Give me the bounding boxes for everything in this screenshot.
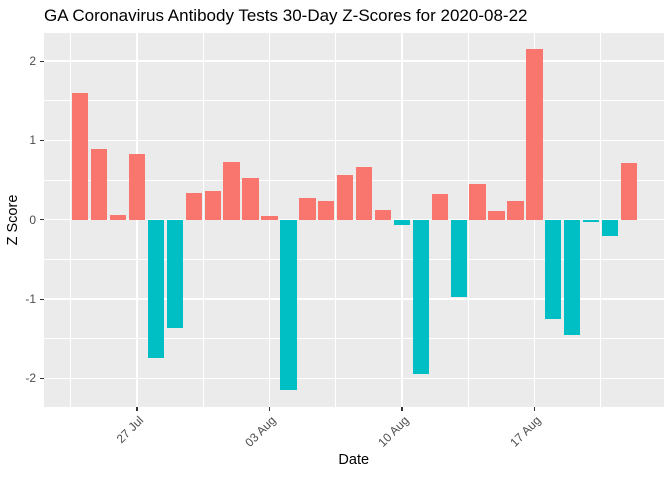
bar-positive (223, 161, 240, 220)
y-axis-tick (40, 298, 44, 300)
major-gridline-h (44, 298, 664, 300)
major-gridline-v (533, 32, 536, 407)
major-gridline-h (44, 60, 664, 62)
major-gridline-v (136, 32, 138, 407)
minor-gridline-v (70, 32, 72, 407)
bar-negative (147, 219, 165, 358)
minor-gridline-v (600, 32, 602, 407)
bar-positive (469, 184, 486, 220)
x-tick-label: 03 Aug (242, 413, 279, 450)
x-tick-label: 10 Aug (374, 413, 412, 450)
minor-gridline-v (467, 32, 469, 407)
bar-negative (564, 219, 581, 335)
y-tick-label: 1 (29, 133, 36, 148)
bar-positive (374, 210, 392, 220)
major-gridline-h (44, 219, 664, 221)
bar-positive (72, 92, 89, 220)
x-tick-label: 27 Jul (113, 413, 147, 446)
major-gridline-v (268, 32, 271, 407)
x-axis-tick (533, 407, 535, 411)
bar-negative (450, 219, 467, 297)
minor-gridline-v (202, 32, 204, 407)
bar-positive (242, 177, 259, 220)
bar-positive (261, 215, 278, 220)
minor-gridline-h (44, 179, 664, 181)
bar-positive (204, 191, 221, 220)
bar-positive (91, 149, 108, 220)
y-axis-tick (40, 60, 44, 62)
y-tick-label: 0 (29, 212, 36, 227)
bar-negative (601, 219, 619, 237)
bar-positive (185, 192, 202, 220)
bar-positive (336, 175, 354, 220)
bar-negative (280, 219, 297, 390)
bar-positive (526, 49, 543, 220)
bar-positive (109, 214, 127, 220)
x-axis-tick (136, 407, 138, 411)
x-tick-label: 17 Aug (507, 413, 544, 450)
y-axis-tick (40, 219, 44, 221)
bar-negative (545, 219, 562, 319)
bar-negative (166, 219, 184, 329)
bar-negative (412, 219, 430, 375)
major-gridline-h (44, 377, 664, 380)
chart-title: GA Coronavirus Antibody Tests 30-Day Z-S… (44, 6, 528, 25)
x-axis-title: Date (338, 452, 370, 468)
bar-positive (507, 200, 524, 220)
bar-positive (620, 163, 638, 220)
x-axis-tick (268, 407, 271, 411)
y-tick-label: -1 (25, 292, 36, 307)
y-tick-label: -2 (25, 371, 36, 386)
y-axis-tick (40, 139, 44, 142)
bar-positive (128, 153, 146, 220)
x-axis-tick (401, 407, 403, 411)
bar-positive (488, 211, 505, 220)
bar-positive (355, 167, 373, 220)
minor-gridline-h (44, 259, 664, 260)
bar-positive (318, 200, 335, 220)
minor-gridline-h (44, 338, 664, 340)
minor-gridline-v (335, 32, 337, 407)
major-gridline-h (44, 139, 664, 142)
bar-negative (582, 219, 600, 223)
minor-gridline-h (44, 100, 664, 102)
bar-positive (431, 194, 448, 220)
y-axis-tick (40, 377, 44, 380)
bar-positive (299, 198, 316, 220)
bar-negative (393, 219, 411, 225)
plot-panel (44, 32, 664, 407)
y-tick-label: 2 (29, 54, 36, 69)
